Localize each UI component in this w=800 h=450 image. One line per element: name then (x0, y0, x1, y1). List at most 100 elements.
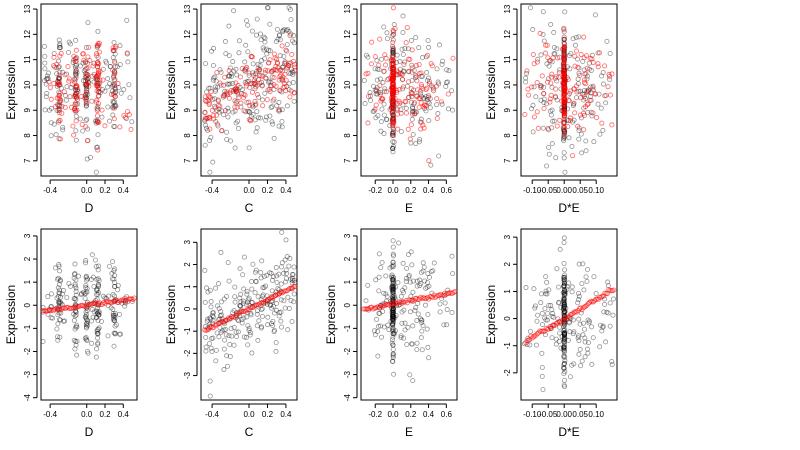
observed-point (595, 101, 601, 107)
observed-point (392, 294, 398, 300)
observed-point (60, 124, 66, 130)
observed-point (93, 315, 99, 321)
observed-point (576, 290, 582, 296)
observed-point (228, 326, 234, 332)
fitted-point (224, 89, 230, 95)
observed-point (94, 346, 100, 352)
observed-point (283, 267, 289, 273)
observed-point (223, 51, 229, 57)
observed-point (250, 112, 256, 118)
fitted-point (595, 61, 601, 67)
fitted-point (404, 24, 410, 31)
fitted-point (402, 98, 408, 104)
fitted-point (73, 83, 80, 89)
observed-point (561, 300, 567, 306)
fitted-point (425, 52, 431, 58)
observed-point (539, 373, 545, 379)
observed-point (289, 318, 295, 324)
observed-point (73, 297, 79, 303)
observed-point (389, 287, 395, 293)
observed-point (425, 38, 431, 44)
fitted-point (81, 57, 87, 63)
observed-point (391, 292, 397, 298)
observed-point (273, 301, 279, 307)
observed-point (609, 362, 615, 368)
observed-point (89, 306, 95, 312)
fitted-point (112, 93, 118, 100)
fitted-point (130, 296, 136, 303)
observed-point (270, 121, 276, 127)
observed-point (539, 310, 545, 316)
observed-point (276, 123, 282, 129)
observed-point (94, 328, 100, 334)
observed-point (605, 310, 611, 316)
observed-point (561, 343, 567, 349)
observed-point (375, 113, 381, 119)
fitted-point (86, 44, 92, 50)
observed-point (528, 5, 534, 11)
observed-point (609, 358, 615, 364)
y-tick-label: 2 (23, 256, 32, 261)
observed-point (238, 299, 244, 305)
fitted-point (248, 118, 254, 124)
observed-point (527, 342, 533, 348)
observed-point (94, 276, 100, 282)
fitted-point (391, 119, 397, 125)
observed-point (89, 277, 95, 283)
observed-point (291, 291, 297, 297)
observed-point (262, 56, 268, 62)
fitted-point (538, 85, 544, 91)
observed-point (215, 84, 221, 90)
observed-point (108, 64, 114, 70)
observed-point (561, 298, 567, 304)
observed-point (555, 284, 561, 290)
observed-point (418, 317, 424, 323)
observed-point (230, 59, 236, 65)
observed-point (95, 282, 101, 288)
observed-point (263, 283, 269, 289)
observed-point (280, 29, 286, 35)
observed-point (112, 99, 118, 105)
fitted-point (259, 82, 265, 88)
observed-point (424, 284, 430, 290)
fitted-point (97, 77, 103, 83)
fitted-point (406, 69, 412, 75)
observed-point (434, 102, 440, 108)
fitted-point (239, 66, 245, 72)
observed-point (111, 90, 117, 96)
observed-point (203, 344, 209, 350)
observed-point (424, 326, 430, 332)
y-tick-label: -1 (343, 324, 352, 332)
observed-point (239, 87, 245, 93)
y-tick-label: 0 (183, 306, 192, 311)
fitted-point (283, 88, 289, 94)
observed-point (96, 310, 102, 316)
fitted-point (390, 60, 396, 67)
observed-point (423, 108, 429, 114)
observed-point (56, 89, 62, 95)
observed-point (121, 87, 127, 93)
observed-point (419, 55, 425, 61)
observed-point (227, 341, 233, 347)
observed-point (566, 320, 572, 326)
observed-point (73, 128, 79, 134)
fitted-point (572, 63, 578, 69)
fitted-point (67, 94, 73, 100)
observed-point (85, 350, 91, 356)
observed-point (40, 305, 46, 311)
observed-point (400, 287, 406, 293)
x-tick-label: -0.05 (539, 410, 558, 419)
observed-point (415, 311, 421, 317)
observed-point (241, 315, 247, 321)
fitted-point (238, 100, 244, 106)
fitted-point (221, 82, 227, 88)
observed-point (54, 276, 60, 282)
observed-point (253, 267, 259, 273)
observed-point (601, 309, 607, 315)
observed-point (402, 320, 408, 326)
observed-point (578, 363, 584, 369)
observed-point (583, 148, 589, 154)
observed-point (273, 308, 279, 314)
observed-point (112, 330, 118, 336)
observed-point (224, 293, 230, 299)
